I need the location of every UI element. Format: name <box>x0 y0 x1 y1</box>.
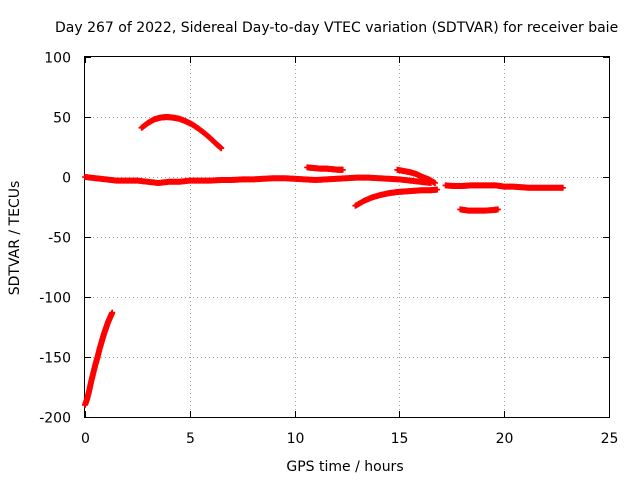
series-arc-peak <box>138 114 225 152</box>
x-axis-label: GPS time / hours <box>286 459 403 475</box>
tick-labels: 0 5 10 15 20 25 100 50 0 -50 -100 -150 -200 <box>39 51 618 448</box>
y-tick-label: -50 <box>48 231 71 247</box>
y-tick-label: 100 <box>44 51 71 67</box>
data-point <box>494 206 501 213</box>
y-tick-label: -100 <box>39 291 71 307</box>
chart-title: Day 267 of 2022, Sidereal Day-to-day VTE… <box>55 20 618 36</box>
y-tick-label: -200 <box>39 411 71 427</box>
data-point <box>339 166 346 173</box>
grid <box>85 57 609 417</box>
data-point <box>559 184 566 191</box>
x-tick-label: 10 <box>287 431 305 447</box>
series-low-band <box>457 206 501 214</box>
x-tick-label: 25 <box>601 431 619 447</box>
data-point <box>432 180 439 186</box>
data-point <box>218 145 225 152</box>
x-tick-label: 5 <box>186 431 195 447</box>
series-lower-curve <box>352 186 441 209</box>
plot-frame <box>84 56 610 418</box>
y-tick-label: 50 <box>53 111 71 127</box>
series-upper-arc <box>394 166 439 186</box>
y-axis-label: SDTVAR / TECUs <box>7 181 23 296</box>
y-tick-label: 0 <box>62 171 71 187</box>
series-short-segment <box>304 164 346 173</box>
x-tick-label: 0 <box>81 431 90 447</box>
series-steep-rise <box>82 309 116 408</box>
data-point <box>109 309 116 316</box>
series-main-trend <box>82 174 434 186</box>
y-tick-label: -150 <box>39 351 71 367</box>
data-point <box>434 186 441 193</box>
x-tick-label: 20 <box>496 431 514 447</box>
series-after-16h <box>442 182 566 191</box>
data-layer <box>82 114 566 408</box>
x-tick-label: 15 <box>391 431 409 447</box>
axis-ticks <box>85 57 610 418</box>
